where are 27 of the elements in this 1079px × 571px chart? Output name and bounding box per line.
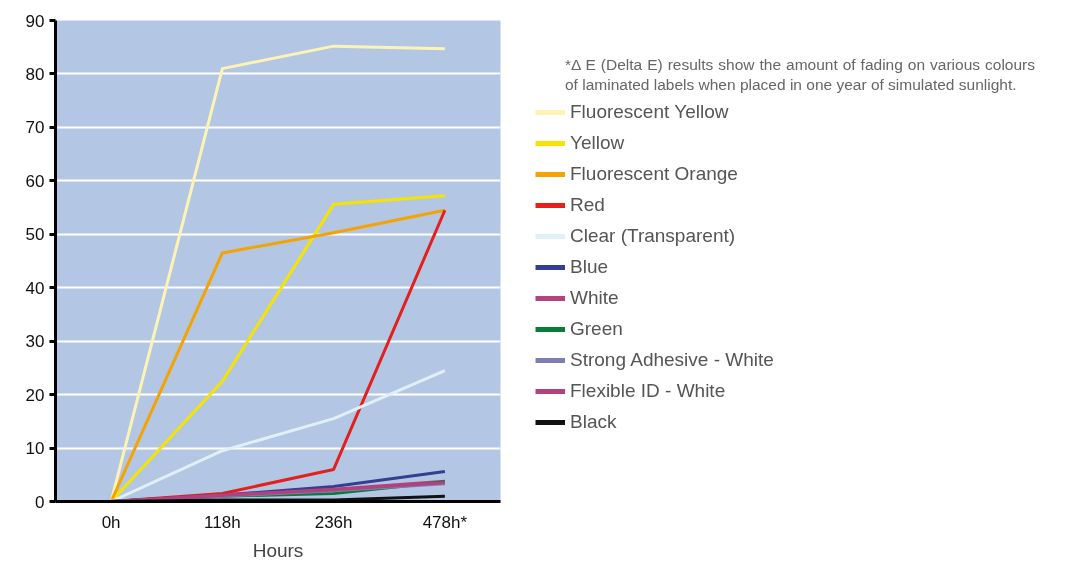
y-tick-label: 50 [25,225,45,245]
legend-label: Yellow [570,131,625,156]
legend-label: Fluorescent Orange [570,162,738,187]
y-tick-label: 20 [25,385,45,405]
text: *Δ E (Delta E) results show the amount of fading on various colours of laminated labels when placed in one year of simulated sunlight. [565,55,1035,96]
y-tick-label: 90 [25,11,45,31]
y-tick-label: 30 [25,332,45,352]
y-tick-label: 60 [25,171,45,191]
y-tick-label: 10 [25,439,45,459]
legend-label: Flexible ID - White [570,379,726,404]
legend-label: Clear (Transparent) [570,224,736,249]
legend-label: Strong Adhesive - White [570,348,774,373]
legend-label: Blue [570,255,609,280]
y-tick-label: 70 [25,118,45,138]
y-tick-label: 40 [25,278,45,298]
x-axis-title: Hours [252,539,304,561]
legend-label: Black [570,410,617,435]
y-tick-label: 80 [25,64,45,84]
legend-label: Green [570,317,623,342]
legend-label: Fluorescent Yellow [570,100,729,125]
legend-label: Red [570,193,605,218]
x-tick-label: 236h [314,512,353,532]
y-tick-label: 0 [35,492,45,512]
x-tick-label: 0h [101,512,121,532]
x-tick-label: 118h [204,512,241,532]
legend-label: White [570,286,619,311]
x-tick-label: 478h* [422,512,468,532]
